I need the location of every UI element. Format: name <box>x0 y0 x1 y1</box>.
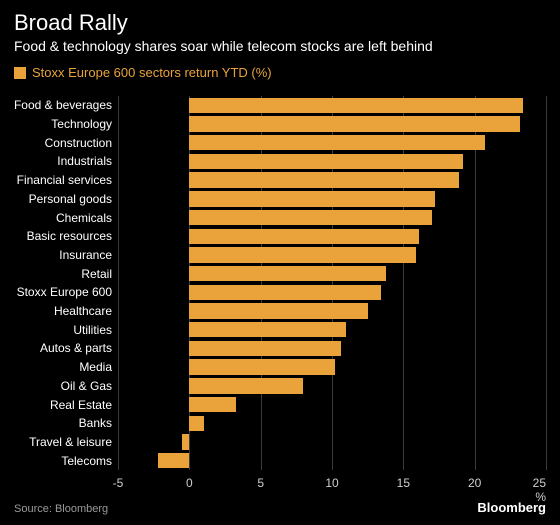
gridline <box>546 96 547 470</box>
y-axis-label: Media <box>79 360 112 374</box>
chart-subtitle: Food & technology shares soar while tele… <box>0 38 560 61</box>
gridline <box>118 96 119 470</box>
legend-label: Stoxx Europe 600 sectors return YTD (%) <box>32 65 272 80</box>
legend-swatch <box>14 67 26 79</box>
gridline <box>475 96 476 470</box>
y-axis-label: Healthcare <box>54 304 112 318</box>
bar <box>189 341 340 356</box>
gridline <box>261 96 262 470</box>
y-axis-label: Industrials <box>57 154 112 168</box>
bar <box>182 434 189 449</box>
bar <box>189 359 335 374</box>
x-axis-tick: -5 <box>113 476 124 490</box>
bar <box>189 397 236 412</box>
y-axis-label: Banks <box>79 416 112 430</box>
x-axis-tick: 5 <box>257 476 264 490</box>
bar <box>189 135 484 150</box>
y-axis-label: Stoxx Europe 600 <box>17 285 112 299</box>
x-axis-tick: 20 <box>468 476 481 490</box>
y-axis-labels: Food & beverages Technology Construction In… <box>0 96 118 470</box>
x-axis-tick: 10 <box>325 476 338 490</box>
gridline <box>332 96 333 470</box>
x-axis: -50510152025 % <box>118 472 546 492</box>
bar <box>189 154 463 169</box>
y-axis-label: Real Estate <box>50 398 112 412</box>
y-axis-label: Autos & parts <box>40 341 112 355</box>
y-axis-label: Chemicals <box>56 211 112 225</box>
y-axis-label: Travel & leisure <box>29 435 112 449</box>
y-axis-label: Personal goods <box>29 192 112 206</box>
y-axis-label: Insurance <box>59 248 112 262</box>
source-footer: Source: Bloomberg <box>14 503 108 515</box>
bar <box>189 247 416 262</box>
y-axis-label: Utilities <box>73 323 112 337</box>
x-axis-tick: 15 <box>397 476 410 490</box>
bar <box>189 98 523 113</box>
y-axis-label: Financial services <box>17 173 112 187</box>
plot-area: Food & beverages Technology Construction In… <box>0 96 560 470</box>
gridline <box>189 96 190 470</box>
x-axis-tick: 0 <box>186 476 193 490</box>
y-axis-label: Food & beverages <box>14 98 112 112</box>
chart-container: Broad Rally Food & technology shares soa… <box>0 0 560 525</box>
bar <box>189 116 520 131</box>
bar <box>189 416 203 431</box>
y-axis-label: Construction <box>45 136 112 150</box>
y-axis-label: Technology <box>51 117 112 131</box>
bar <box>189 172 459 187</box>
bar <box>189 266 386 281</box>
y-axis-label: Oil & Gas <box>61 379 112 393</box>
bar <box>189 210 432 225</box>
bar <box>189 191 434 206</box>
y-axis-label: Basic resources <box>27 229 112 243</box>
y-axis-label: Retail <box>81 267 112 281</box>
legend: Stoxx Europe 600 sectors return YTD (%) <box>0 61 560 80</box>
bar <box>189 303 367 318</box>
bar <box>189 378 303 393</box>
bar <box>189 229 419 244</box>
bar <box>189 322 346 337</box>
bar <box>189 285 380 300</box>
bars-region <box>118 96 546 470</box>
gridline <box>403 96 404 470</box>
brand-label: Bloomberg <box>477 500 546 515</box>
chart-title: Broad Rally <box>0 0 560 38</box>
bar <box>158 453 189 468</box>
y-axis-label: Telecoms <box>61 454 112 468</box>
